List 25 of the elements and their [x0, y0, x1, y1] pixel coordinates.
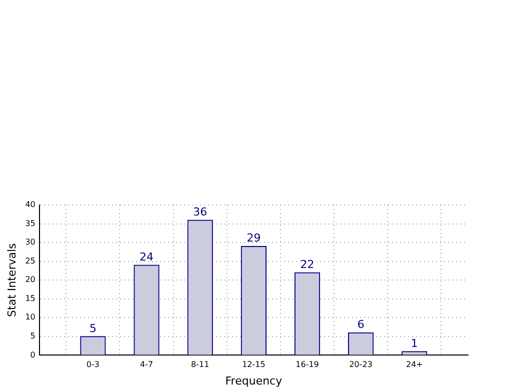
x-tick-label: 16-19 [296, 360, 319, 370]
x-axis-title: Frequency [225, 374, 283, 388]
data-label: 36 [193, 205, 208, 218]
data-label: 22 [300, 258, 314, 271]
x-tick-label: 12-15 [242, 360, 266, 370]
x-tick-label: 20-23 [349, 360, 372, 370]
y-tick-label: 15 [25, 294, 36, 303]
y-tick-label: 5 [30, 332, 36, 341]
data-label: 1 [410, 336, 418, 350]
y-axis-title: Stat Intervals [5, 242, 18, 317]
data-label: 6 [357, 318, 364, 332]
data-label: 24 [140, 250, 154, 264]
x-tick-label: 8-11 [191, 360, 210, 370]
y-tick-label: 25 [25, 256, 36, 266]
data-label: 5 [89, 322, 96, 335]
data-label: 29 [246, 232, 261, 245]
x-tick-label: 24+ [406, 360, 423, 370]
x-tick-label: 0-3 [86, 360, 100, 370]
y-tick-label: 0 [30, 350, 36, 360]
y-tick-label: 40 [25, 200, 36, 210]
x-tick-label: 4-7 [140, 360, 154, 370]
y-tick-label: 30 [25, 238, 36, 247]
y-tick-label: 35 [25, 218, 36, 228]
y-tick-label: 20 [25, 275, 36, 284]
y-tick-label: 10 [25, 312, 36, 322]
